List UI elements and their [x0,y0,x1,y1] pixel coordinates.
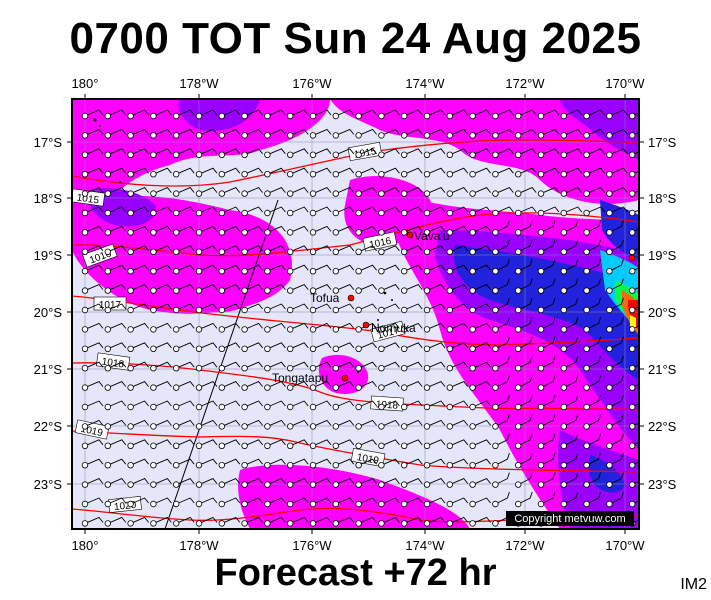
lat-label: 18°S [34,191,63,206]
lat-label: 18°S [648,191,677,206]
lon-label: 170°W [605,538,645,553]
copyright-box [506,511,634,526]
place-dot [628,254,636,262]
isobar-label: 1016 [368,236,392,251]
lat-label: 21°S [34,362,63,377]
isobar-label: 1019 [356,452,380,467]
map-frame [71,98,640,530]
lon-label: 172°W [505,76,545,91]
wind-barbs [81,109,639,527]
lon-label: 178°W [179,538,219,553]
lon-label: 174°W [405,538,445,553]
lon-label: 172°W [505,538,545,553]
forecast-label: Forecast +72 hr [214,552,497,594]
isobar-label: 1017 [99,300,122,311]
lat-label: 19°S [34,248,63,263]
lat-label: 22°S [648,419,677,434]
copyright-label: Copyright metvuw.com [514,513,625,525]
lat-label: 22°S [34,419,63,434]
lat-label: 20°S [34,305,63,320]
lat-label: 19°S [648,248,677,263]
lat-label: 17°S [34,135,63,150]
lat-label: 20°S [648,305,677,320]
islands [93,118,393,374]
place-label-tofua: Tofua [310,291,340,305]
graticule [72,99,639,529]
lon-label: 170°W [605,76,645,91]
map-title: 0700 TOT Sun 24 Aug 2025 [69,14,642,63]
precipitation-field [72,99,639,529]
lat-label: 21°S [648,362,677,377]
lon-label: 178°W [179,76,219,91]
lon-label: 180° [72,76,99,91]
lon-label: 176°W [292,538,332,553]
image-tag: IM2 [680,576,707,593]
lat-label: 23°S [648,477,677,492]
lat-label: 23°S [34,477,63,492]
lat-labels-left: 17°S 18°S 19°S 20°S 21°S 22°S 23°S [34,135,63,492]
lat-labels-right: 17°S 18°S 19°S 20°S 21°S 22°S 23°S [648,135,677,492]
lon-labels-bottom: 180° 178°W 176°W 174°W 172°W 170°W [72,538,646,553]
lon-label: 174°W [405,76,445,91]
place-label-tongatapu: Tongatapu [272,371,328,385]
place-dot [362,321,370,329]
lat-label: 17°S [648,135,677,150]
place-dot [406,231,414,239]
lon-label: 176°W [292,76,332,91]
place-label-vavau: Vava'u [414,229,449,243]
lon-label: 180° [72,538,99,553]
place-markers: Vava'u Tofua Nomuka Tongatapu [272,229,636,385]
frame-ticks [67,94,644,534]
place-dot [341,374,349,382]
isobar-label: 1015 [76,192,100,206]
lon-labels-top: 180° 178°W 176°W 174°W 172°W 170°W [72,76,646,91]
place-dot [347,294,355,302]
place-label-nomuka: Nomuka [371,321,416,335]
